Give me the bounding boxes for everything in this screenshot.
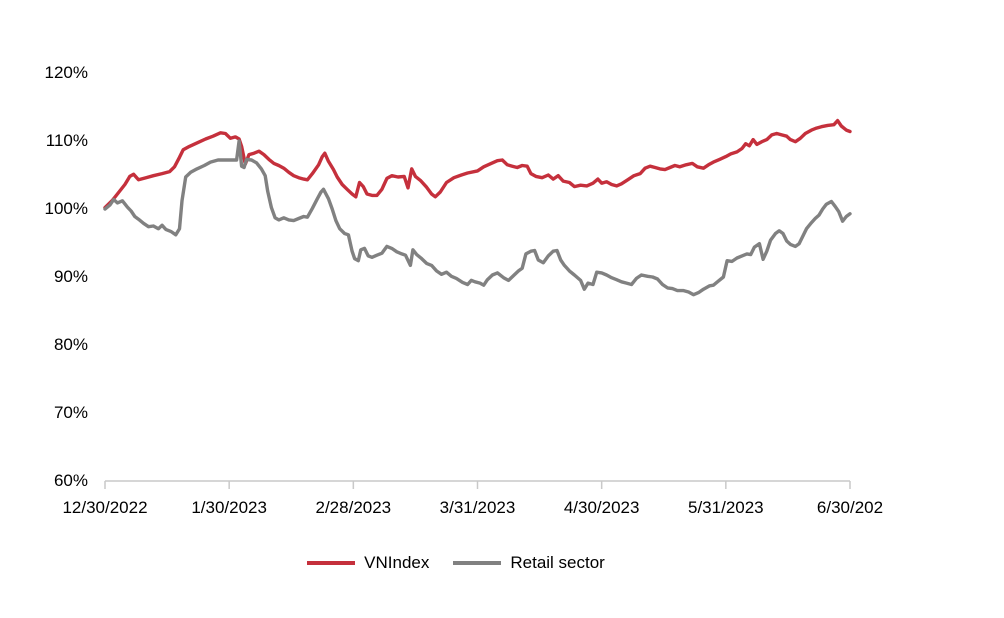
x-axis-tick-label: 2/28/2023 [315, 498, 392, 517]
y-axis-tick-label: 60% [53, 471, 88, 490]
legend-label: VNIndex [364, 553, 430, 572]
legend-item-vnindex: VNIndex [307, 553, 429, 573]
y-axis-tick-label: 90% [53, 267, 88, 286]
legend-item-retail-sector: Retail sector [453, 553, 605, 573]
x-axis-tick-label: 6/30/202 [816, 498, 884, 517]
y-axis-tick-label: 120% [44, 63, 88, 82]
legend-label: Retail sector [510, 553, 605, 572]
y-axis-tick-label: 80% [53, 335, 88, 354]
x-axis-tick-label: 4/30/2023 [563, 498, 640, 517]
chart-legend: VNIndex Retail sector [0, 553, 912, 573]
y-axis-tick-label: 110% [45, 131, 88, 150]
x-axis-tick-label: 12/30/2022 [62, 498, 148, 517]
x-axis-tick-label: 1/30/2023 [191, 498, 267, 517]
legend-line-swatch-icon [307, 561, 356, 565]
legend-line-swatch-icon [453, 561, 502, 565]
vnindex-line [103, 118, 852, 210]
x-axis-tick-label: 5/31/2023 [688, 498, 764, 517]
x-axis-tick-label: 3/31/2023 [439, 498, 516, 517]
y-axis-tick-label: 70% [53, 403, 88, 422]
y-axis-tick-label: 100% [44, 199, 88, 218]
retail-sector-line [103, 139, 852, 297]
